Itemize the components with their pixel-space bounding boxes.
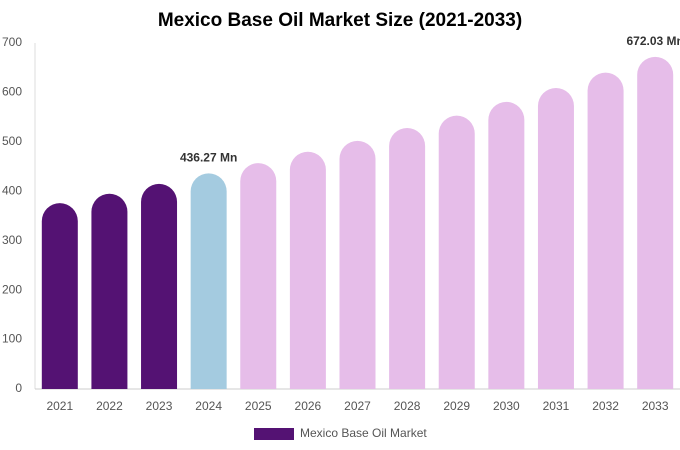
x-tick-label: 2021 — [46, 399, 73, 413]
value-label: 672.03 Mn — [627, 34, 680, 48]
y-tick-label: 600 — [2, 85, 22, 99]
bar — [438, 115, 475, 389]
bar — [289, 151, 326, 389]
x-tick-label: 2028 — [394, 399, 421, 413]
x-tick-label: 2033 — [642, 399, 669, 413]
y-tick-label: 100 — [2, 332, 22, 346]
bar — [339, 140, 376, 389]
bar — [141, 183, 178, 389]
bar — [637, 56, 674, 390]
bar — [587, 72, 624, 390]
legend-swatch — [254, 428, 294, 440]
x-tick-label: 2030 — [493, 399, 520, 413]
x-tick-label: 2025 — [245, 399, 272, 413]
value-label: 436.27 Mn — [180, 151, 237, 165]
x-tick-label: 2024 — [195, 399, 222, 413]
x-tick-label: 2027 — [344, 399, 371, 413]
y-tick-label: 300 — [2, 233, 22, 247]
y-tick-label: 500 — [2, 134, 22, 148]
bar — [240, 163, 277, 389]
bar — [41, 203, 78, 389]
bar — [91, 193, 128, 389]
bar — [389, 128, 426, 389]
bar — [488, 101, 525, 390]
y-tick-label: 400 — [2, 183, 22, 197]
y-tick-label: 200 — [2, 282, 22, 296]
x-tick-label: 2032 — [592, 399, 619, 413]
y-tick-label: 700 — [2, 35, 22, 49]
x-tick-label: 2029 — [443, 399, 470, 413]
x-tick-label: 2026 — [295, 399, 322, 413]
x-tick-label: 2022 — [96, 399, 123, 413]
y-tick-label: 0 — [15, 381, 22, 395]
legend-label: Mexico Base Oil Market — [300, 426, 427, 440]
x-tick-label: 2031 — [543, 399, 570, 413]
chart-title: Mexico Base Oil Market Size (2021-2033) — [158, 10, 522, 31]
x-tick-label: 2023 — [146, 399, 173, 413]
bar — [190, 173, 227, 389]
bar — [537, 87, 574, 389]
